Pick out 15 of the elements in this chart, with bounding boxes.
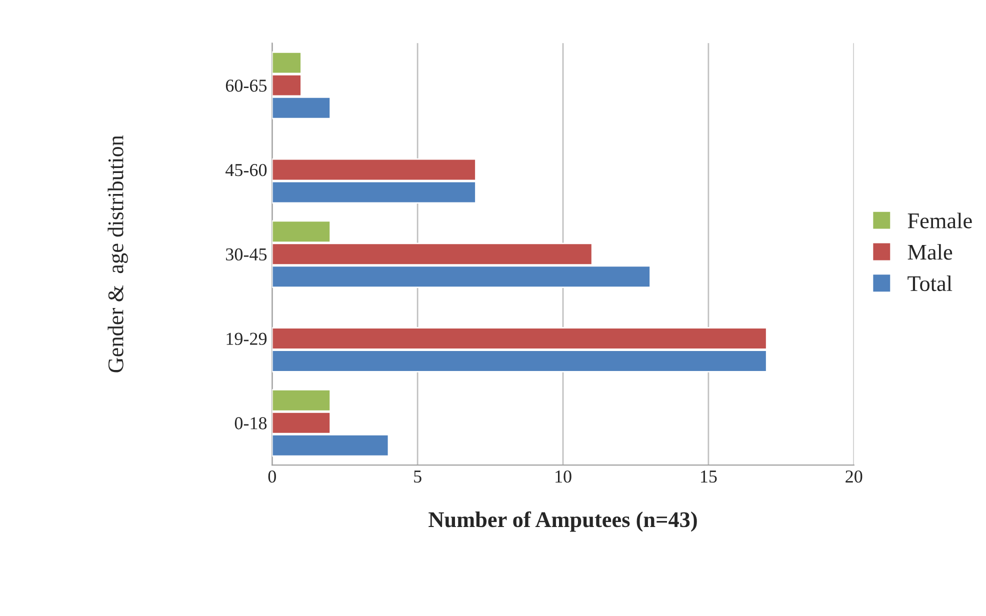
legend-label: Male: [908, 244, 952, 260]
y-tick-label: 45-60: [226, 164, 267, 176]
y-axis-title: Gender & age distribution: [108, 135, 128, 372]
y-tick-label: 19-29: [226, 332, 267, 345]
legend-label: Total: [908, 275, 952, 292]
legend-label: Female: [908, 212, 972, 228]
x-tick-label: 15: [701, 470, 717, 483]
x-tick-label: 10: [556, 470, 572, 483]
x-tick-label: 0: [268, 470, 276, 483]
x-axis-title: Number of Amputees (n=43): [428, 511, 697, 532]
x-tick-label: 5: [414, 470, 422, 483]
y-tick-label: 60-65: [226, 80, 267, 92]
x-tick-label: 20: [846, 470, 862, 483]
y-tick-label: 30-45: [226, 248, 267, 261]
y-tick-label: 0-18: [234, 417, 267, 430]
